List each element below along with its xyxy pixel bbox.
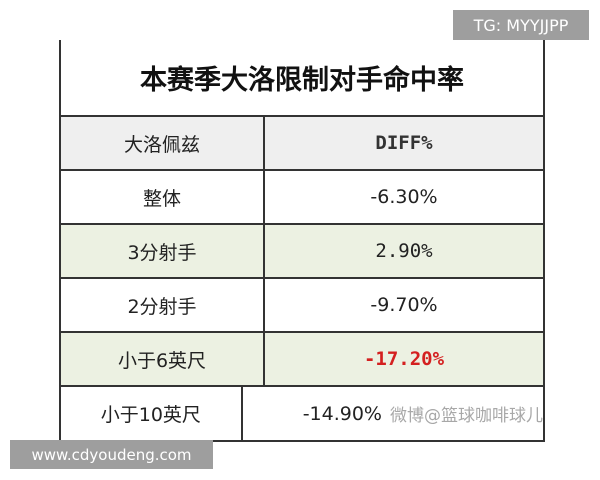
- table-row: 整体 -6.30%: [61, 171, 543, 225]
- table-row: 3分射手 2.90%: [61, 225, 543, 279]
- row-value: -9.70%: [370, 294, 438, 316]
- row-label: 2分射手: [61, 279, 265, 331]
- site-label: www.cdyoudeng.com: [10, 440, 213, 469]
- row-label: 小于6英尺: [61, 333, 265, 385]
- row-value-cell: -14.90% 微博@篮球咖啡球儿: [243, 387, 543, 440]
- header-player: 大洛佩兹: [61, 117, 265, 169]
- row-label: 整体: [61, 171, 265, 223]
- row-value: 2.90%: [375, 240, 433, 262]
- watermark: 微博@篮球咖啡球儿: [390, 406, 543, 426]
- table-row: 小于10英尺 -14.90% 微博@篮球咖啡球儿: [61, 387, 543, 440]
- table-row: 2分射手 -9.70%: [61, 279, 543, 333]
- header-diff: DIFF%: [375, 132, 433, 154]
- stats-table: 本赛季大洛限制对手命中率 大洛佩兹 DIFF% 整体 -6.30% 3分射手 2…: [59, 40, 545, 442]
- tg-label: TG: MYYJJPP: [453, 10, 589, 40]
- row-value-highlight: -17.20%: [363, 348, 445, 370]
- row-value: -6.30%: [370, 186, 438, 208]
- header-row: 大洛佩兹 DIFF%: [61, 117, 543, 171]
- row-label: 3分射手: [61, 225, 265, 277]
- table-title: 本赛季大洛限制对手命中率: [61, 40, 543, 117]
- row-label: 小于10英尺: [61, 387, 243, 440]
- row-value: -14.90%: [302, 402, 382, 425]
- table-row: 小于6英尺 -17.20%: [61, 333, 543, 387]
